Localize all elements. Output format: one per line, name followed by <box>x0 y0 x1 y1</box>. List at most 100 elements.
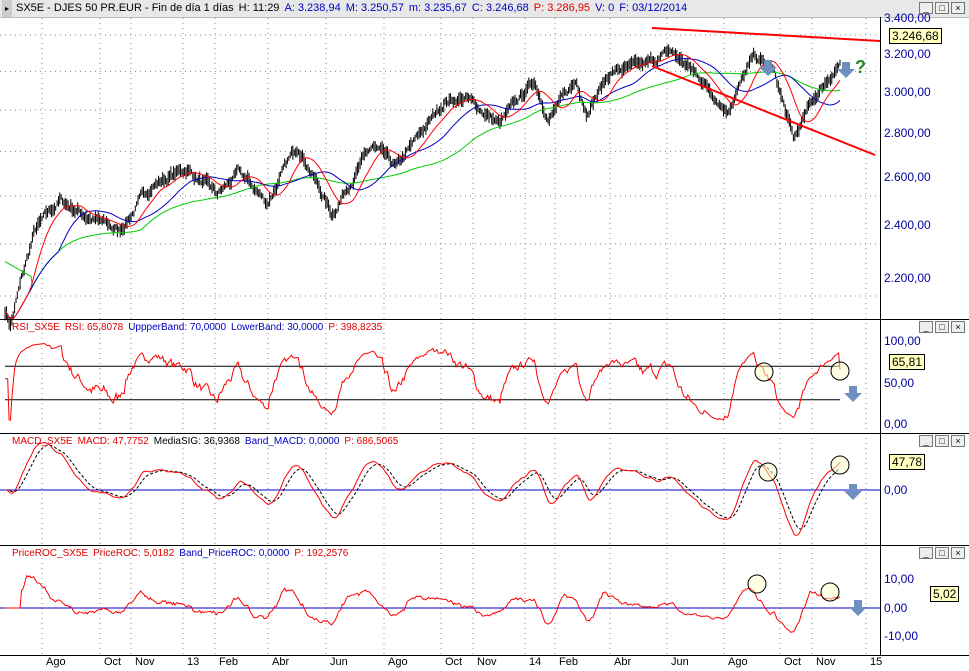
window-buttons: _ □ × <box>919 2 965 14</box>
rsi-tick: 50,00 <box>884 376 915 390</box>
rsi-value: RSI: 65,8078 <box>64 322 124 333</box>
panel-toggle-icon[interactable]: ▸ <box>2 0 12 17</box>
x-tick-label: Jun <box>330 656 348 668</box>
price-tick: 2.600,00 <box>884 170 931 184</box>
highlight-circle <box>754 362 774 382</box>
x-tick-label: Abr <box>614 656 632 668</box>
time-axis <box>0 655 969 671</box>
rsi-legend: RSI_SX5E RSI: 65,8078 UppperBand: 70,0000 L… <box>12 322 387 333</box>
roc-band: Band_PriceROC: 0,0000 <box>179 548 290 559</box>
price-tick: 2.800,00 <box>884 126 931 140</box>
x-tick-label: Ago <box>728 656 748 668</box>
x-tick-label: 14 <box>529 656 542 668</box>
macd-band: Band_MACD: 0,0000 <box>244 436 340 447</box>
close-button[interactable]: × <box>951 435 965 447</box>
down-arrow-icon <box>844 484 862 500</box>
price-tick: 2.200,00 <box>884 271 931 285</box>
roc-last-label: 5,02 <box>930 586 960 602</box>
close-button[interactable]: × <box>951 547 965 559</box>
x-tick-label: Oct <box>784 656 802 668</box>
x-tick-label: Oct <box>104 656 122 668</box>
macd-last-label: 47,78 <box>889 454 926 470</box>
down-arrow-icon <box>849 600 867 616</box>
rsi-p: P: 398,8235 <box>328 322 383 333</box>
maximize-button[interactable]: □ <box>935 547 949 559</box>
rsi-last-label: 65,81 <box>889 354 926 370</box>
close-button[interactable]: × <box>951 2 965 14</box>
minimize-button[interactable]: _ <box>919 321 933 333</box>
macd-signal: MediaSIG: 36,9368 <box>153 436 240 447</box>
minimize-button[interactable]: _ <box>919 547 933 559</box>
highlight-circle <box>830 455 850 475</box>
macd-panel: MACD_SX5E MACD: 47,7752 MediaSIG: 36,9368 B… <box>0 433 969 546</box>
resistance-trendline <box>651 27 881 42</box>
question-mark-annotation: ? <box>855 57 866 77</box>
x-tick-label: Ago <box>388 656 408 668</box>
minimize-button[interactable]: _ <box>919 2 933 14</box>
maximize-button[interactable]: □ <box>935 435 949 447</box>
x-tick-label: 15 <box>870 656 883 668</box>
roc-axis <box>880 546 881 656</box>
price-tick: 3.400,00 <box>884 11 931 25</box>
macd-p: P: 686,5065 <box>344 436 399 447</box>
minimize-button[interactable]: _ <box>919 435 933 447</box>
ma-mid-line <box>4 58 841 320</box>
rsi-axis <box>880 320 881 434</box>
low-value: m: 3.235,67 <box>408 2 467 14</box>
maximize-button[interactable]: □ <box>935 2 949 14</box>
roc-name: PriceROC_SX5E <box>12 548 89 559</box>
maximize-button[interactable]: □ <box>935 321 949 333</box>
rsi-line <box>5 342 841 421</box>
ma-slow-line <box>4 71 841 289</box>
x-tick-label: Jun <box>671 656 689 668</box>
price-tick: 3.000,00 <box>884 85 931 99</box>
price-tick: 2.400,00 <box>884 218 931 232</box>
roc-tick: 0,00 <box>884 601 908 615</box>
x-tick-label: Feb <box>559 656 578 668</box>
close-value: C: 3.246,68 <box>471 2 529 14</box>
window-buttons: _ □ × <box>919 435 965 447</box>
macd-value: MACD: 47,7752 <box>77 436 149 447</box>
down-arrow-icon <box>837 62 855 78</box>
close-button[interactable]: × <box>951 321 965 333</box>
roc-legend: PriceROC_SX5E PriceROC: 5,0182 Band_PriceR… <box>12 548 353 559</box>
rsi-tick: 0,00 <box>884 417 908 431</box>
ma-fast-line <box>4 53 841 320</box>
rsi-name: RSI_SX5E <box>12 322 60 333</box>
rsi-tick: 100,00 <box>884 334 921 348</box>
symbol-label: SX5E - DJES 50 PR.EUR - Fin de día 1 día… <box>16 2 234 14</box>
macd-signal-line <box>5 444 841 530</box>
x-tick-label: Nov <box>816 656 836 668</box>
x-tick-label: 13 <box>187 656 200 668</box>
highlight-circle <box>830 361 850 381</box>
macd-tick: 0,00 <box>884 483 908 497</box>
window-buttons: _ □ × <box>919 321 965 333</box>
roc-panel: PriceROC_SX5E PriceROC: 5,0182 Band_PriceR… <box>0 545 969 656</box>
macd-axis <box>880 434 881 546</box>
price-tick: 3.200,00 <box>884 47 931 61</box>
rsi-panel: RSI_SX5E RSI: 65,8078 UppperBand: 70,0000 L… <box>0 319 969 434</box>
roc-value: PriceROC: 5,0182 <box>93 548 175 559</box>
macd-legend: MACD_SX5E MACD: 47,7752 MediaSIG: 36,9368 B… <box>12 436 403 447</box>
chart-header: ▸ SX5E - DJES 50 PR.EUR - Fin de día 1 dí… <box>0 0 969 18</box>
price-axis <box>880 17 881 319</box>
roc-line <box>5 574 841 633</box>
x-tick-label: Oct <box>445 656 463 668</box>
x-tick-label: Abr <box>272 656 290 668</box>
highlight-circle <box>820 582 840 602</box>
open-value: A: 3.238,94 <box>284 2 341 14</box>
highlight-circle <box>758 462 778 482</box>
macd-name: MACD_SX5E <box>12 436 73 447</box>
volume-value: V: 0 <box>595 2 615 14</box>
date-value: F: 03/12/2014 <box>619 2 688 14</box>
down-arrow-icon <box>844 386 862 402</box>
roc-p: P: 192,2576 <box>294 548 349 559</box>
last-price-label: 3.246,68 <box>889 28 942 44</box>
roc-tick: -10,00 <box>884 629 919 643</box>
x-tick-label: Ago <box>46 656 66 668</box>
x-tick-label: Feb <box>219 656 238 668</box>
x-tick-label: Nov <box>135 656 155 668</box>
down-arrow-icon <box>759 60 777 76</box>
x-tick-label: Nov <box>477 656 497 668</box>
